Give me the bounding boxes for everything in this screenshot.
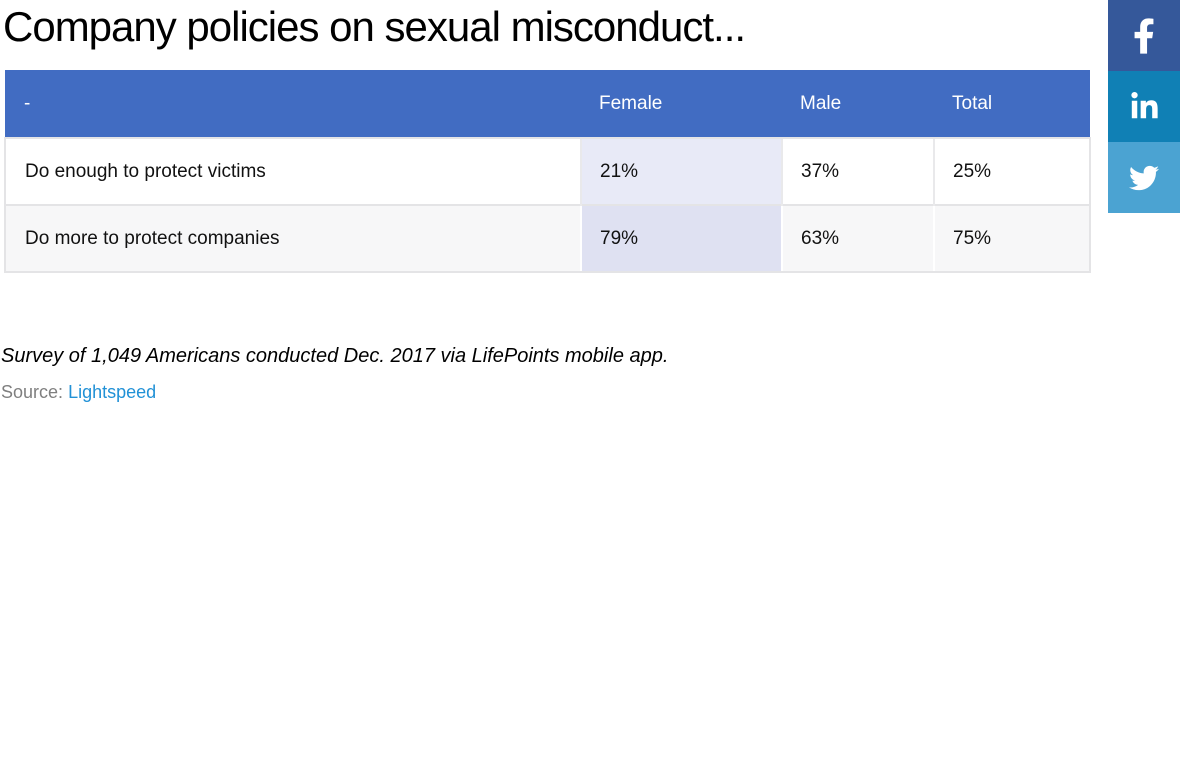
linkedin-icon — [1130, 91, 1158, 122]
table-row: Do more to protect companies 79% 63% 75% — [4, 204, 1091, 273]
cell-female-value: 21% — [580, 137, 782, 205]
column-header-total[interactable]: Total — [934, 70, 1090, 138]
twitter-share-button[interactable] — [1108, 142, 1180, 213]
table-header-row: - Female Male Total — [5, 70, 1090, 138]
table-row: Do enough to protect victims 21% 37% 25% — [4, 137, 1091, 205]
survey-note: Survey of 1,049 Americans conducted Dec.… — [1, 345, 669, 367]
row-label: Do enough to protect victims — [4, 137, 581, 205]
cell-male-value: 63% — [781, 204, 934, 273]
cell-female-value: 79% — [580, 204, 782, 273]
column-header-label[interactable]: - — [5, 70, 581, 138]
cell-total-value: 75% — [933, 204, 1091, 273]
source-link[interactable]: Lightspeed — [68, 382, 157, 402]
linkedin-share-button[interactable] — [1108, 71, 1180, 142]
page-title: Company policies on sexual misconduct... — [3, 3, 746, 50]
survey-results-table: - Female Male Total Do enough to protect… — [4, 70, 1091, 273]
cell-total-value: 25% — [933, 137, 1091, 205]
column-header-female[interactable]: Female — [581, 70, 782, 138]
facebook-icon — [1133, 17, 1155, 54]
social-share-bar — [1108, 0, 1180, 213]
twitter-icon — [1126, 163, 1162, 193]
facebook-share-button[interactable] — [1108, 0, 1180, 71]
source-line: Source: Lightspeed — [1, 382, 1180, 403]
column-header-male[interactable]: Male — [782, 70, 934, 138]
cell-male-value: 37% — [781, 137, 934, 205]
row-label: Do more to protect companies — [4, 204, 581, 273]
source-label: Source: — [1, 382, 64, 402]
